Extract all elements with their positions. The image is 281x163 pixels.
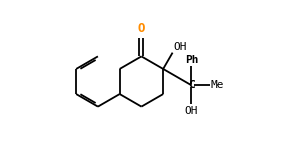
Text: Me: Me: [211, 80, 225, 90]
Text: OH: OH: [185, 106, 198, 116]
Text: C: C: [188, 80, 195, 90]
Text: OH: OH: [173, 42, 187, 52]
Text: O: O: [138, 22, 145, 35]
Text: Ph: Ph: [185, 55, 198, 65]
